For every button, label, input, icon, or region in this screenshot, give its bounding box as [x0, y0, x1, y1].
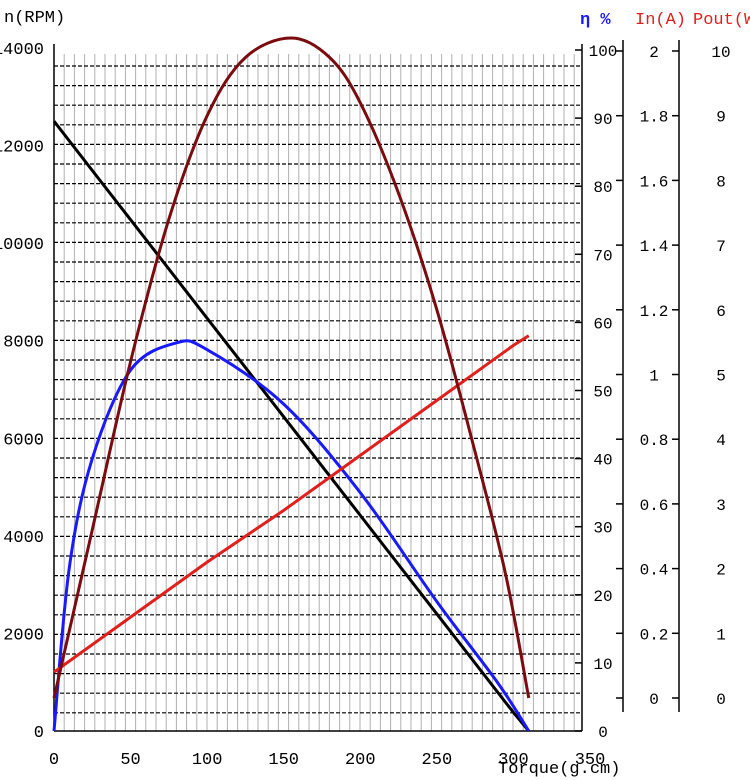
x-tick-label: 0: [49, 751, 59, 770]
x-tick-label: 350: [575, 751, 606, 770]
axis-ticks: 0200040006000800010000120001400005010015…: [0, 41, 731, 770]
efficiency-tick-label: 80: [593, 179, 612, 197]
power-tick-label: 7: [716, 238, 726, 256]
current-tick-label: 0.6: [640, 497, 669, 515]
x-tick-label: 250: [422, 751, 453, 770]
power-tick-label: 6: [716, 303, 726, 321]
rpm-tick-label: 0: [34, 724, 44, 743]
power-tick-label: 2: [716, 562, 726, 580]
power-tick-label: 3: [716, 497, 726, 515]
efficiency-tick-label: 50: [593, 384, 612, 402]
current-tick-label: 0.4: [640, 562, 669, 580]
current-tick-label: 1: [649, 368, 659, 386]
current-axis-title: In(A): [635, 11, 686, 30]
plot-frame: [53, 40, 680, 732]
efficiency-tick-label: 90: [593, 111, 612, 129]
eta-series-line: [52, 339, 531, 732]
power-tick-label: 5: [716, 368, 726, 386]
rpm-tick-label: 6000: [3, 431, 44, 450]
rpm-tick-label: 4000: [3, 529, 44, 548]
current-tick-label: 1.4: [640, 238, 669, 256]
series-lines: [52, 36, 531, 732]
power-tick-label: 1: [716, 626, 726, 644]
current-tick-label: 1.2: [640, 303, 669, 321]
x-axis-title: Torque(g.cm): [498, 760, 620, 779]
efficiency-tick-label: 20: [593, 588, 612, 606]
rpm-tick-label: 12000: [0, 139, 44, 158]
current-tick-label: 0.8: [640, 432, 669, 450]
power-tick-label: 0: [716, 691, 726, 709]
efficiency-axis-title: η %: [580, 11, 611, 30]
efficiency-tick-label: 60: [593, 315, 612, 333]
rpm-tick-label: 2000: [3, 626, 44, 645]
power-axis-title: Pout(W): [693, 11, 750, 30]
x-tick-label: 100: [192, 751, 223, 770]
power-tick-label: 10: [711, 44, 730, 62]
efficiency-tick-label: 0: [598, 724, 608, 742]
x-tick-label: 200: [345, 751, 376, 770]
n-series-line: [52, 120, 530, 732]
power-tick-label: 8: [716, 173, 726, 191]
current-tick-label: 0: [649, 691, 659, 709]
x-tick-label: 300: [498, 751, 529, 770]
rpm-tick-label: 8000: [3, 334, 44, 353]
plot-grid: [53, 54, 582, 731]
current-tick-label: 1.8: [640, 109, 669, 127]
power-tick-label: 9: [716, 109, 726, 127]
efficiency-tick-label: 70: [593, 247, 612, 265]
x-tick-label: 50: [120, 751, 140, 770]
efficiency-tick-label: 30: [593, 520, 612, 538]
x-tick-label: 150: [268, 751, 299, 770]
power-series-line: [52, 36, 531, 699]
efficiency-tick-label: 10: [593, 656, 612, 674]
efficiency-tick-label: 40: [593, 452, 612, 470]
current-tick-label: 0.2: [640, 626, 669, 644]
current-tick-label: 1.6: [640, 173, 669, 191]
rpm-tick-label: 14000: [0, 41, 44, 60]
power-tick-label: 4: [716, 432, 726, 450]
efficiency-tick-label: 100: [589, 43, 618, 61]
current-tick-label: 2: [649, 44, 659, 62]
rpm-axis-title: n(RPM): [4, 9, 65, 28]
current-series-line: [53, 334, 530, 674]
